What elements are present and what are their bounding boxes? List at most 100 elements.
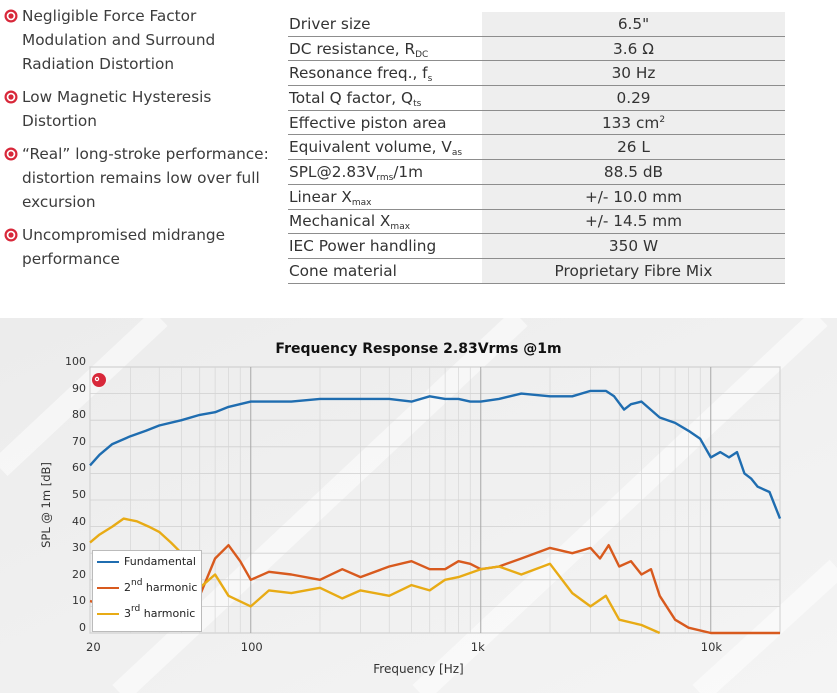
spec-label-subscript: max: [351, 197, 372, 208]
y-tick-label: 0: [79, 621, 86, 634]
spec-label-suffix: /1m: [393, 162, 424, 181]
chart-title: Frequency Response 2.83Vrms @1m: [275, 341, 562, 357]
spec-label-text: Linear X: [289, 187, 352, 206]
spec-label-subscript: DC: [415, 49, 429, 60]
brand-logo-icon: [92, 372, 106, 387]
spec-value: 26 L: [482, 134, 785, 161]
y-axis-label: SPL @ 1m [dB]: [39, 462, 53, 548]
spec-value-text: 0.29: [616, 88, 651, 107]
spec-row: Effective piston area 133 cm2: [288, 110, 785, 136]
spec-label-text: DC resistance, R: [289, 39, 416, 58]
spec-label: Driver size: [288, 12, 482, 37]
spec-value: 350 W: [482, 233, 785, 259]
spec-value: Proprietary Fibre Mix: [482, 258, 785, 284]
spec-value-text: 133 cm: [601, 113, 660, 132]
spec-row: Cone material Proprietary Fibre Mix: [288, 258, 785, 284]
spec-label-subscript: max: [390, 222, 411, 233]
spec-label: Equivalent volume, Vas: [288, 134, 482, 161]
spec-label-text: Driver size: [289, 14, 371, 33]
legend-label-text: Fundamental: [124, 555, 196, 568]
spec-label: Mechanical Xmax: [288, 209, 482, 235]
target-bullet-icon: [4, 146, 18, 161]
y-tick-label: 50: [72, 488, 86, 501]
spec-label: Total Q factor, Qts: [288, 85, 482, 111]
chart-legend: Fundamental 2nd harmonic 3rd harmonic: [92, 550, 202, 632]
spec-value-text: Proprietary Fibre Mix: [554, 261, 713, 280]
spec-label: IEC Power handling: [288, 233, 482, 259]
y-tick-label: 30: [72, 541, 86, 555]
spec-label-text: Cone material: [289, 261, 397, 280]
legend-label-text: 2: [124, 581, 131, 594]
spec-value-text: 3.6 Ω: [613, 39, 654, 58]
target-bullet-icon: [4, 8, 18, 23]
spec-value: 6.5": [482, 12, 785, 37]
spec-row: IEC Power handling 350 W: [288, 233, 785, 259]
legend-label-superscript: nd: [131, 578, 143, 588]
feature-text: Uncompromised midrange performance: [22, 226, 226, 268]
spec-value-text: +/- 14.5 mm: [584, 212, 683, 231]
spec-value-text: 6.5": [617, 14, 650, 33]
spec-value-text: 350 W: [608, 237, 659, 256]
spec-row: DC resistance, RDC 3.6 Ω: [288, 36, 785, 62]
target-bullet-icon: [4, 227, 18, 242]
chart-panel-background: [0, 318, 837, 693]
legend-swatch: [97, 586, 119, 589]
spec-label-text: Effective piston area: [289, 113, 447, 132]
spec-row: Mechanical Xmax +/- 14.5 mm: [288, 209, 785, 235]
spec-label: Linear Xmax: [288, 184, 482, 210]
spec-row: Linear Xmax +/- 10.0 mm: [288, 184, 785, 210]
spec-row: Equivalent volume, Vas 26 L: [288, 134, 785, 161]
legend-label-superscript: rd: [131, 604, 141, 614]
spec-label-text: Equivalent volume, V: [289, 138, 452, 157]
feature-text: Low Magnetic Hysteresis Distortion: [22, 88, 212, 130]
spec-row: SPL@2.83Vrms/1m 88.5 dB: [288, 159, 785, 185]
x-axis-label: Frequency [Hz]: [373, 662, 464, 676]
x-tick-label: 20: [86, 640, 101, 654]
spec-label-subscript: s: [427, 74, 433, 85]
y-tick-label: 40: [72, 514, 86, 528]
spec-value-text: +/- 10.0 mm: [584, 187, 683, 206]
spec-value-text: 26 L: [617, 138, 650, 157]
feature-text: Negligible Force Factor Modulation and S…: [22, 7, 216, 73]
x-tick-label: 10k: [700, 640, 723, 654]
spec-table: Driver size 6.5" DC resistance, RDC 3.6 Ω Re…: [288, 12, 785, 284]
spec-label: Cone material: [288, 258, 482, 284]
y-tick-label: 20: [72, 567, 86, 581]
x-tick-label: 100: [240, 640, 263, 654]
feature-item: Uncompromised midrange performance: [4, 223, 274, 271]
spec-label-subscript: rms: [376, 172, 394, 183]
spec-label: DC resistance, RDC: [288, 36, 482, 62]
legend-item: 2nd harmonic: [97, 578, 198, 595]
spec-label-text: Resonance freq., f: [289, 64, 428, 83]
spec-row: Total Q factor, Qts 0.29: [288, 85, 785, 111]
legend-label-text: 3: [124, 607, 131, 620]
feature-text: “Real” long-stroke performance: distorti…: [22, 145, 269, 211]
spec-value-text: 30 Hz: [611, 64, 656, 83]
y-tick-label: 10: [72, 594, 86, 608]
spec-value: 88.5 dB: [482, 159, 785, 185]
y-tick-label: 100: [65, 355, 86, 368]
x-tick-label: 1k: [470, 640, 485, 654]
legend-swatch: [97, 612, 119, 615]
spec-value: 30 Hz: [482, 60, 785, 87]
target-bullet-icon: [4, 89, 18, 104]
spec-label: Effective piston area: [288, 110, 482, 136]
spec-value-superscript: 2: [659, 114, 666, 125]
legend-label: 2nd harmonic: [124, 578, 198, 595]
feature-item: Low Magnetic Hysteresis Distortion: [4, 85, 274, 133]
feature-item: Negligible Force Factor Modulation and S…: [4, 4, 274, 76]
spec-label: SPL@2.83Vrms/1m: [288, 159, 482, 185]
legend-label-suffix: harmonic: [143, 607, 196, 620]
y-tick-label: 60: [72, 461, 86, 475]
spec-value: 133 cm2: [482, 110, 785, 136]
legend-label: 3rd harmonic: [124, 604, 196, 621]
spec-label-text: Total Q factor, Q: [289, 88, 414, 107]
y-tick-label: 70: [72, 434, 86, 448]
legend-label-suffix: harmonic: [145, 581, 198, 594]
legend-item: 3rd harmonic: [97, 604, 196, 621]
spec-label: Resonance freq., fs: [288, 60, 482, 87]
spec-value: +/- 14.5 mm: [482, 209, 785, 235]
spec-value: 3.6 Ω: [482, 36, 785, 62]
spec-label-subscript: as: [451, 148, 463, 159]
spec-label-text: SPL@2.83V: [289, 162, 377, 181]
